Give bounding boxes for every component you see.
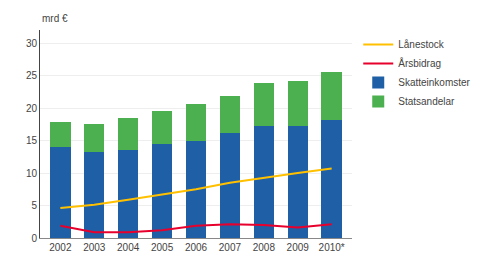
svg-text:10: 10 — [26, 168, 38, 179]
svg-text:25: 25 — [26, 70, 38, 81]
svg-text:5: 5 — [31, 200, 37, 211]
svg-text:30: 30 — [26, 38, 38, 49]
svg-text:mrd €: mrd € — [42, 13, 68, 24]
svg-text:2004: 2004 — [117, 242, 140, 253]
svg-text:2002: 2002 — [49, 242, 72, 253]
svg-text:15: 15 — [26, 135, 38, 146]
svg-text:2010*: 2010* — [319, 242, 345, 253]
svg-text:2006: 2006 — [185, 242, 208, 253]
svg-text:0: 0 — [31, 233, 37, 244]
svg-text:2008: 2008 — [253, 242, 276, 253]
svg-text:20: 20 — [26, 103, 38, 114]
svg-text:2009: 2009 — [287, 242, 310, 253]
svg-text:Skatteinkomster: Skatteinkomster — [398, 77, 470, 88]
svg-text:Lånestock: Lånestock — [398, 39, 445, 50]
svg-text:Statsandelar: Statsandelar — [398, 96, 455, 107]
svg-text:2007: 2007 — [219, 242, 242, 253]
svg-text:2005: 2005 — [151, 242, 174, 253]
svg-text:2003: 2003 — [83, 242, 106, 253]
svg-text:Årsbidrag: Årsbidrag — [398, 57, 441, 69]
